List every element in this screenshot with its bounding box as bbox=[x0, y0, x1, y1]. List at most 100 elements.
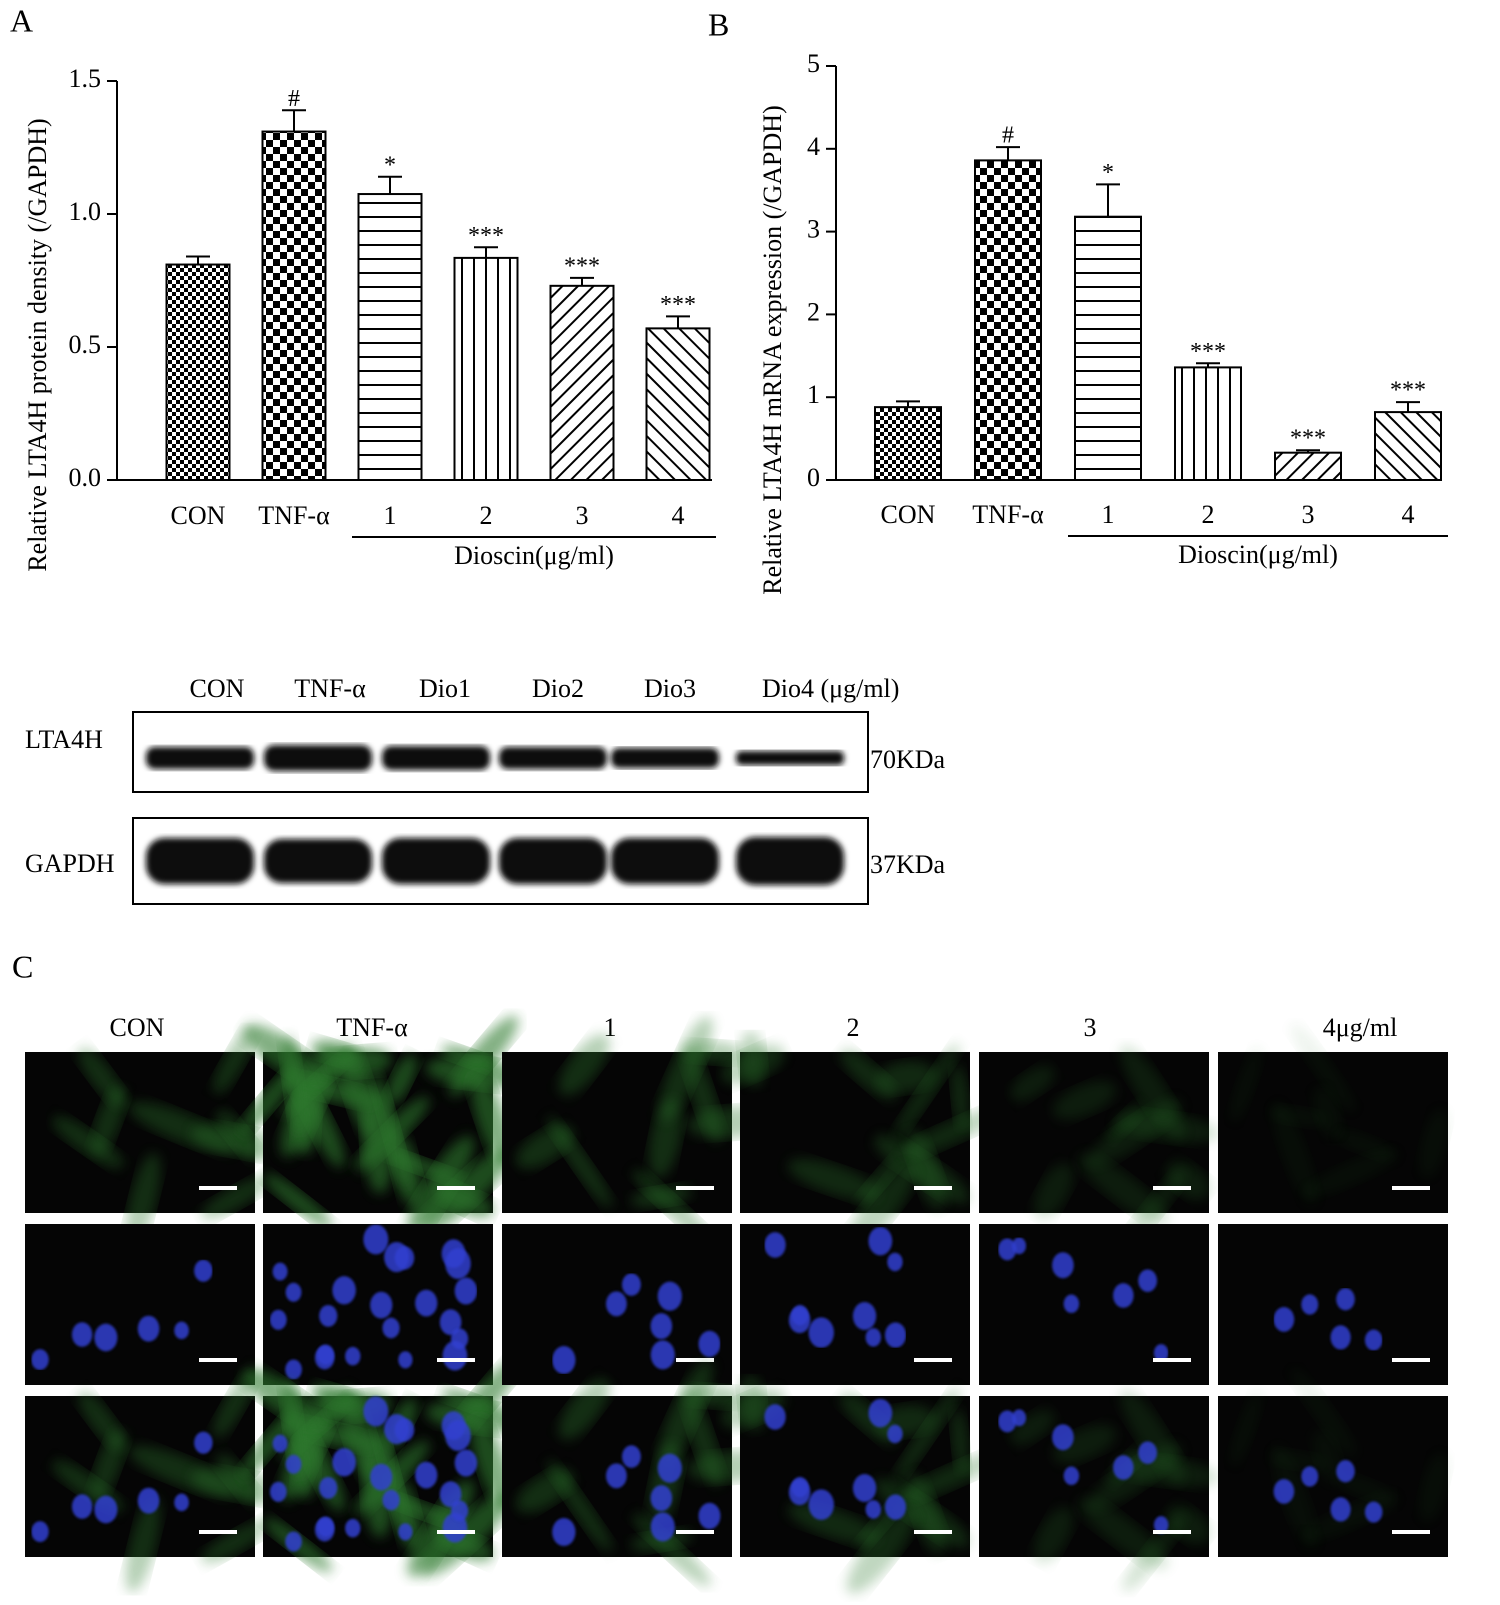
nucleus bbox=[72, 1494, 92, 1518]
nucleus bbox=[622, 1273, 641, 1296]
x-tick-label: 2 bbox=[480, 501, 493, 530]
nucleus bbox=[809, 1489, 834, 1520]
x-tick-label: 1 bbox=[384, 501, 397, 530]
nucleus bbox=[1064, 1466, 1079, 1485]
cell-stain bbox=[1112, 1450, 1221, 1493]
significance-label: *** bbox=[468, 223, 504, 249]
nucleus bbox=[1052, 1424, 1074, 1450]
nucleus bbox=[286, 1283, 302, 1302]
error-bar bbox=[1396, 401, 1420, 413]
nucleus bbox=[1012, 1237, 1026, 1254]
blot-row-label: LTA4H bbox=[25, 725, 103, 754]
nucleus bbox=[1336, 1460, 1355, 1482]
nucleus bbox=[440, 1309, 462, 1335]
nucleus bbox=[622, 1445, 641, 1468]
nucleus bbox=[885, 1494, 906, 1519]
cell-stain bbox=[196, 1170, 273, 1226]
cell-stain bbox=[1070, 1488, 1176, 1578]
nucleus bbox=[363, 1224, 388, 1254]
nucleus bbox=[998, 1410, 1016, 1432]
scale-bar bbox=[676, 1358, 714, 1362]
micrograph-content bbox=[1224, 1362, 1455, 1555]
y-tick-label: 0 bbox=[807, 463, 820, 492]
cell-stain bbox=[833, 1042, 903, 1107]
nucleus bbox=[1138, 1441, 1157, 1464]
nucleus bbox=[285, 1532, 302, 1552]
cell-stain bbox=[1224, 1387, 1269, 1469]
bar bbox=[357, 193, 423, 482]
blot-row-label: GAPDH bbox=[25, 849, 115, 878]
cell-stain bbox=[888, 1383, 966, 1486]
x-tick-label: 4 bbox=[1402, 500, 1415, 529]
nucleus bbox=[273, 1263, 288, 1281]
nucleus bbox=[370, 1292, 392, 1319]
blot-band bbox=[264, 839, 372, 883]
nucleus bbox=[194, 1260, 212, 1282]
scale-bar bbox=[1392, 1186, 1430, 1190]
bar bbox=[1074, 215, 1142, 481]
nucleus bbox=[415, 1290, 437, 1317]
significance-label: * bbox=[384, 152, 396, 178]
blot-band bbox=[736, 837, 844, 885]
cell-stain bbox=[684, 1383, 745, 1409]
nucleus bbox=[658, 1282, 682, 1311]
cell-stain bbox=[541, 1111, 619, 1213]
cell-stain bbox=[837, 1501, 926, 1602]
cell-stain bbox=[1298, 1141, 1404, 1205]
y-tick-label: 4 bbox=[807, 132, 820, 161]
nucleus bbox=[1301, 1466, 1318, 1486]
significance-label: # bbox=[288, 86, 300, 112]
lane-label: CON bbox=[190, 674, 245, 703]
y-tick-label: 1.5 bbox=[69, 64, 102, 93]
bar bbox=[261, 130, 327, 481]
cell-stain bbox=[1048, 1073, 1122, 1128]
nucleus bbox=[1064, 1294, 1079, 1313]
lane-label: Dio4 (μg/ml) bbox=[762, 674, 899, 703]
cell-stain bbox=[397, 1128, 484, 1241]
nucleus bbox=[658, 1454, 682, 1483]
nucleus bbox=[384, 1242, 409, 1272]
significance-label: # bbox=[1002, 123, 1014, 149]
nucleus bbox=[72, 1322, 92, 1346]
cell-stain bbox=[277, 1379, 310, 1478]
nucleus bbox=[31, 1349, 48, 1370]
significance-label: *** bbox=[660, 292, 696, 318]
cell-stain bbox=[1413, 1449, 1454, 1525]
nucleus bbox=[451, 1328, 468, 1349]
nucleus bbox=[174, 1494, 189, 1512]
nucleus bbox=[194, 1432, 212, 1454]
group-label: Dioscin(μg/ml) bbox=[1178, 540, 1338, 569]
x-tick-label: 3 bbox=[1302, 500, 1315, 529]
nucleus bbox=[398, 1351, 412, 1368]
x-tick-label: 4 bbox=[672, 501, 685, 530]
scale-bar bbox=[1392, 1358, 1430, 1362]
blot-band bbox=[611, 748, 719, 768]
nucleus bbox=[699, 1503, 721, 1529]
scale-bar bbox=[437, 1186, 475, 1190]
blot-band bbox=[499, 747, 607, 769]
cell-stain bbox=[833, 1386, 903, 1451]
y-tick-label: 1 bbox=[807, 380, 820, 409]
micrograph-content bbox=[715, 1374, 1005, 1602]
y-tick-label: 2 bbox=[807, 297, 820, 326]
panel-label: B bbox=[708, 6, 729, 42]
nucleus bbox=[332, 1276, 356, 1304]
error-bar bbox=[996, 146, 1020, 161]
nucleus bbox=[868, 1227, 892, 1255]
nucleus bbox=[384, 1414, 409, 1444]
bar bbox=[645, 327, 711, 481]
cell-stain bbox=[949, 1408, 971, 1473]
nucleus bbox=[319, 1305, 337, 1327]
micrograph-content bbox=[270, 1224, 477, 1379]
y-tick-label: 0.0 bbox=[69, 463, 102, 492]
cell-stain bbox=[1112, 1106, 1221, 1149]
y-tick-label: 5 bbox=[807, 49, 820, 78]
micrograph-content bbox=[1274, 1288, 1383, 1351]
nucleus bbox=[286, 1455, 302, 1474]
bar bbox=[874, 406, 942, 481]
nucleus bbox=[1274, 1307, 1295, 1332]
nucleus bbox=[174, 1322, 189, 1340]
nucleus bbox=[606, 1463, 627, 1488]
micrograph-content bbox=[1224, 1018, 1455, 1211]
cell-stain bbox=[280, 1412, 379, 1457]
